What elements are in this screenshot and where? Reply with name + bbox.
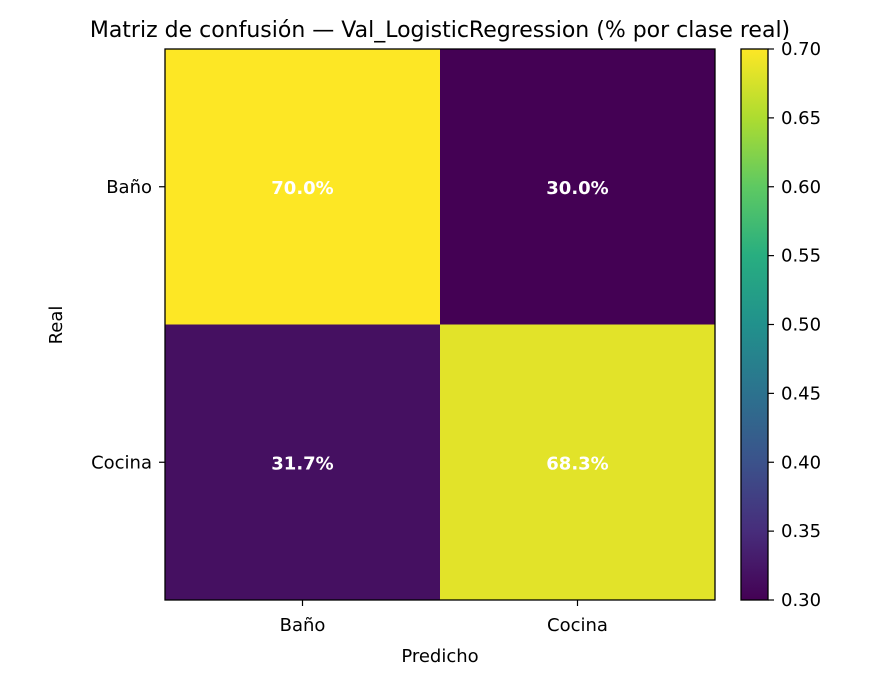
x-tick-label: Baño (280, 615, 326, 636)
heatmap-cell-0-0 (165, 49, 440, 325)
colorbar-tick-label: 0.30 (781, 590, 821, 611)
colorbar-tick-label: 0.40 (781, 452, 821, 473)
cell-labels: 70.0% 30.0% 31.7% 68.3% (271, 178, 608, 475)
heatmap-cells (165, 49, 715, 600)
colorbar-tick-label: 0.65 (781, 108, 821, 129)
cell-value-label-0-0: 70.0% (271, 178, 333, 199)
heatmap-cell-1-0 (165, 324, 440, 600)
heatmap-frame (164, 48, 716, 601)
heatmap-cell-0-1 (440, 49, 715, 325)
colorbar-ticks: 0.30 0.35 0.40 0.45 0.50 0.55 0.60 0.65 0.70 (768, 39, 821, 611)
y-tick-label: Baño (106, 177, 152, 198)
cell-value-label-1-1: 68.3% (546, 453, 608, 474)
colorbar-tick-label: 0.50 (781, 315, 821, 336)
chart-title: Matriz de confusión — Val_LogisticRegres… (90, 18, 790, 43)
heatmap-cell-1-1 (440, 324, 715, 600)
colorbar-tick-label: 0.70 (781, 39, 821, 60)
x-axis: Baño Cocina (280, 600, 608, 636)
colorbar (740, 48, 769, 601)
y-axis: Baño Cocina (91, 177, 165, 473)
y-axis-label: Real (46, 306, 67, 345)
colorbar-tick-label: 0.45 (781, 383, 821, 404)
cell-value-label-0-1: 30.0% (546, 178, 608, 199)
x-tick-label: Cocina (547, 615, 608, 636)
colorbar-tick-label: 0.35 (781, 521, 821, 542)
colorbar-tick-label: 0.55 (781, 246, 821, 267)
colorbar-tick-label: 0.60 (781, 177, 821, 198)
y-tick-label: Cocina (91, 452, 152, 473)
x-axis-label: Predicho (401, 646, 478, 667)
cell-value-label-1-0: 31.7% (271, 453, 333, 474)
